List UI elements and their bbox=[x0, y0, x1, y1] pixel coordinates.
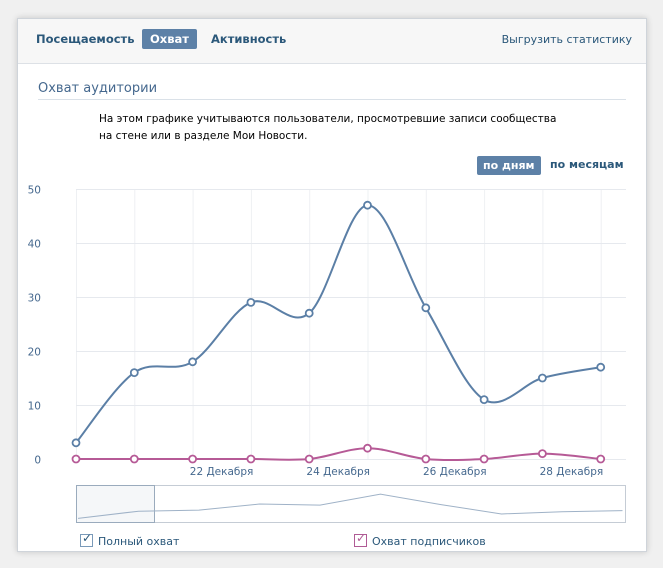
tab-visits[interactable]: Посещаемость bbox=[36, 32, 135, 46]
reach-chart: 0 10 20 30 40 50 22 Декабря 24 Декабря 26 Декабр… bbox=[28, 185, 626, 523]
subscriber-reach-point bbox=[71, 454, 81, 464]
subscriber-reach-point bbox=[479, 454, 489, 464]
x-tick-label: 28 Декабря bbox=[540, 466, 604, 478]
full-reach-point bbox=[71, 438, 81, 448]
subscriber-reach-point bbox=[596, 454, 606, 464]
y-tick-label: 10 bbox=[28, 401, 41, 413]
tab-bar: Посещаемость Охват Активность Выгрузить … bbox=[18, 19, 646, 64]
overview-line bbox=[77, 493, 623, 519]
full-reach-point bbox=[538, 373, 547, 383]
period-by-months-button[interactable]: по месяцам bbox=[550, 158, 624, 171]
legend-subscriber-reach-label: Охват подписчиков bbox=[372, 535, 486, 548]
subscriber-reach-line bbox=[76, 447, 601, 462]
full-reach-point bbox=[246, 297, 256, 307]
subscriber-reach-point bbox=[363, 443, 372, 453]
full-reach-point bbox=[188, 357, 198, 367]
legend-full-reach-label: Полный охват bbox=[98, 535, 180, 548]
x-tick-label: 22 Декабря bbox=[190, 466, 254, 478]
full-reach-line bbox=[75, 204, 601, 444]
subscriber-reach-point bbox=[304, 454, 314, 464]
overview-window bbox=[76, 485, 155, 523]
x-tick-label: 24 Декабря bbox=[306, 466, 370, 478]
subscriber-reach-checkbox[interactable]: ✓ bbox=[354, 531, 367, 547]
full-reach-point bbox=[129, 368, 139, 378]
chart-description: На этом графике учитываются пользователи… bbox=[99, 113, 557, 142]
y-tick-label: 20 bbox=[28, 347, 41, 359]
tab-reach[interactable]: Охват bbox=[142, 29, 197, 49]
tab-activity[interactable]: Активность bbox=[211, 32, 287, 46]
y-tick-label: 0 bbox=[34, 455, 41, 467]
full-reach-point bbox=[304, 308, 314, 318]
y-tick-label: 40 bbox=[28, 239, 41, 251]
section-divider bbox=[38, 99, 626, 100]
stats-panel: Посещаемость Охват Активность Выгрузить … bbox=[17, 18, 647, 552]
subscriber-reach-point bbox=[188, 454, 198, 464]
subscriber-reach-point bbox=[538, 449, 547, 459]
x-tick-label: 26 Декабря bbox=[423, 466, 487, 478]
subscriber-reach-point bbox=[246, 454, 256, 464]
full-reach-point bbox=[363, 200, 372, 210]
y-tick-label: 50 bbox=[28, 185, 41, 197]
overview-strip bbox=[76, 485, 626, 523]
legend-subscriber-reach[interactable]: ✓ Охват подписчиков bbox=[354, 531, 486, 548]
subscriber-reach-point bbox=[421, 454, 431, 464]
full-reach-point bbox=[596, 362, 606, 372]
full-reach-checkbox[interactable]: ✓ bbox=[80, 531, 93, 547]
section-title: Охват аудитории bbox=[38, 81, 158, 96]
full-reach-point bbox=[421, 303, 431, 313]
export-stats-link[interactable]: Выгрузить статистику bbox=[501, 33, 632, 46]
legend-full-reach[interactable]: ✓ Полный охват bbox=[80, 531, 180, 548]
y-tick-label: 30 bbox=[28, 293, 41, 305]
subscriber-reach-point bbox=[129, 454, 139, 464]
full-reach-point bbox=[479, 395, 489, 405]
period-by-days-button[interactable]: по дням bbox=[477, 156, 541, 175]
